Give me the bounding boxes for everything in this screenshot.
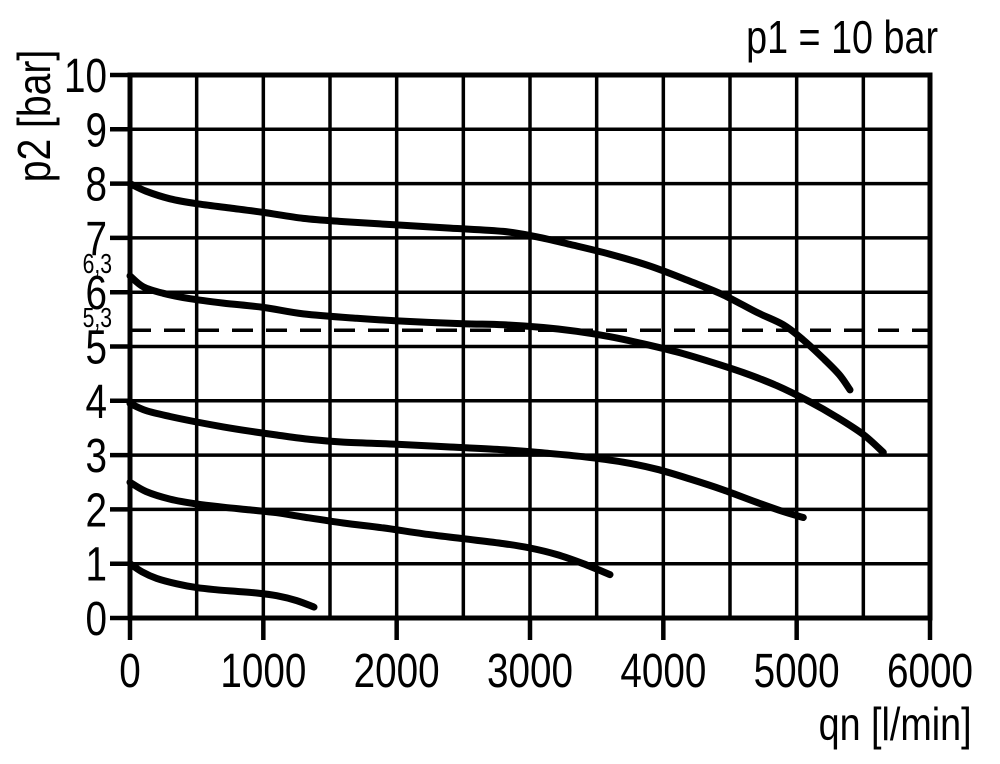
curve-6.3-bar [126,272,887,456]
y-tick-label: 5 [86,322,108,375]
y-tick-label: 3 [86,430,108,483]
x-tick-label: 4000 [620,645,706,698]
y-extra-tick-label: 6,3 [83,248,112,279]
x-tick-label: 3000 [487,645,573,698]
y-tick-label: 4 [86,376,108,429]
curve-4-bar [126,400,807,521]
y-tick-label: 8 [86,159,108,212]
y-tick-label: 9 [86,104,108,157]
y-tick-label: 1 [86,539,108,592]
y-tick-label: 10 [64,50,107,103]
curve-8-bar [126,180,854,394]
y-tick-label: 7 [86,213,108,266]
y-tick-label: 6 [86,267,108,320]
y-axis-label: p2 [bar] [8,49,60,183]
x-tick-label: 1000 [220,645,306,698]
y-tick-label: 2 [86,484,108,537]
chart-title: p1 = 10 bar [746,11,938,63]
curve-1-bar [126,560,318,611]
curve-2.5-bar [126,478,614,579]
x-tick-label: 0 [119,645,141,698]
y-tick-label: 0 [86,593,108,646]
x-tick-label: 6000 [887,645,973,698]
x-tick-label: 2000 [354,645,440,698]
x-axis-label: qn [l/min] [818,698,972,750]
x-tick-label: 5000 [754,645,840,698]
y-extra-tick-label: 5,3 [83,302,112,333]
